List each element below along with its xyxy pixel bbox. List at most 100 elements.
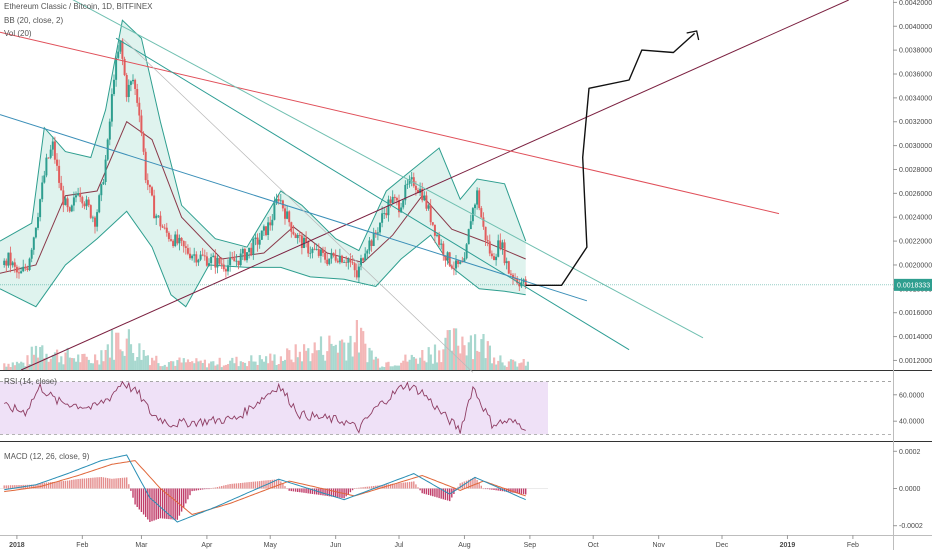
candle-body	[486, 240, 489, 242]
macd-histogram-bar	[463, 481, 466, 489]
time-tick-label: Sep	[524, 542, 537, 549]
candle-body	[32, 237, 35, 250]
candle-body	[89, 205, 92, 218]
candle-body	[49, 149, 52, 158]
candle-body	[142, 133, 145, 152]
macd-histogram-bar	[522, 488, 525, 495]
candle-body	[353, 263, 356, 271]
volume-bar	[429, 354, 432, 370]
candle-body	[450, 265, 453, 269]
macd-histogram-bar	[398, 483, 400, 489]
time-tick-label: Mar	[135, 542, 148, 549]
candle-body	[421, 188, 424, 201]
macd-histogram-bar	[240, 483, 242, 489]
candle-body	[70, 205, 73, 212]
volume-bar	[433, 344, 437, 370]
volume-bar	[438, 350, 441, 370]
volume-bar	[347, 342, 350, 370]
volume-bar	[482, 334, 485, 370]
macd-tick-label: -0.0002	[899, 523, 923, 530]
macd-histogram-bar	[362, 487, 364, 489]
candle-body	[3, 260, 6, 265]
price-tick-label: 0.0036000	[899, 72, 932, 79]
macd-histogram-bar	[35, 484, 37, 489]
macd-histogram-bar	[233, 483, 235, 489]
volume-bar	[402, 360, 405, 370]
candle-body	[159, 215, 162, 227]
macd-histogram-bar	[261, 480, 263, 489]
candle-body	[326, 259, 329, 265]
volume-bar	[309, 361, 312, 370]
macd-histogram-bar	[417, 487, 419, 489]
volume-bar	[474, 334, 477, 370]
candle-body	[370, 240, 373, 246]
volume-bar	[444, 337, 447, 370]
volume-bar	[208, 363, 211, 370]
volume-bar	[452, 328, 456, 370]
macd-histogram-bar	[514, 488, 516, 493]
price-tick-label: 0.0042000	[899, 0, 932, 7]
candle-body	[427, 205, 430, 209]
macd-histogram-bar	[155, 488, 157, 520]
candle-body	[512, 274, 514, 279]
volume-bar	[465, 355, 468, 370]
volume-bar	[326, 351, 329, 370]
macd-histogram-bar	[330, 488, 333, 497]
volume-bar	[480, 339, 483, 370]
candle-body	[81, 197, 84, 204]
volume-bar	[490, 363, 494, 370]
macd-histogram-bar	[425, 488, 428, 495]
volume-bar	[96, 360, 99, 370]
macd-histogram-bar	[328, 488, 330, 497]
candle-body	[216, 257, 219, 268]
volume-bar	[292, 362, 295, 370]
candle-body	[311, 248, 314, 253]
candle-body	[224, 269, 227, 272]
macd-histogram-bar	[172, 488, 174, 520]
candle-body	[13, 262, 16, 267]
volume-bar	[425, 362, 428, 370]
candle-body	[433, 224, 436, 236]
candle-body	[455, 260, 457, 269]
macd-histogram-bar	[64, 480, 67, 489]
macd-histogram-bar	[472, 478, 474, 489]
macd-histogram-bar	[189, 488, 191, 496]
rsi-legend: RSI (14, close)	[4, 377, 57, 386]
candle-body	[237, 260, 240, 266]
candle-body	[463, 258, 466, 262]
candle-body	[262, 226, 265, 231]
price-tick-label: 0.0040000	[899, 24, 932, 31]
candle-body	[497, 240, 500, 257]
volume-bar	[191, 361, 194, 370]
candle-body	[389, 199, 392, 203]
macd-histogram-bar	[516, 488, 518, 494]
volume-bar	[419, 357, 422, 370]
candle-body	[235, 260, 238, 262]
candle-body	[184, 246, 187, 248]
macd-histogram-bar	[474, 477, 476, 489]
volume-bar	[79, 362, 82, 370]
macd-histogram-bar	[33, 484, 35, 489]
volume-bar	[343, 342, 346, 370]
volume-bar	[214, 365, 217, 370]
time-tick-label: May	[264, 542, 278, 549]
candle-body	[155, 215, 158, 219]
volume-bar	[319, 336, 323, 370]
macd-histogram-bar	[119, 478, 121, 489]
volume-bar	[203, 359, 206, 370]
macd-histogram-bar	[278, 479, 280, 489]
time-tick-label: 2018	[9, 542, 25, 549]
macd-histogram-bar	[117, 478, 119, 489]
volume-bar	[224, 364, 228, 370]
volume-bar	[476, 350, 479, 370]
macd-histogram-bar	[191, 488, 193, 492]
candle-body	[284, 208, 286, 219]
candle-body	[252, 239, 255, 255]
macd-histogram-bar	[282, 483, 284, 489]
volume-bar	[233, 363, 236, 370]
volume-bar	[81, 354, 84, 370]
volume-bar	[341, 339, 344, 370]
macd-histogram-bar	[208, 488, 210, 490]
macd-histogram-bar	[104, 477, 107, 489]
